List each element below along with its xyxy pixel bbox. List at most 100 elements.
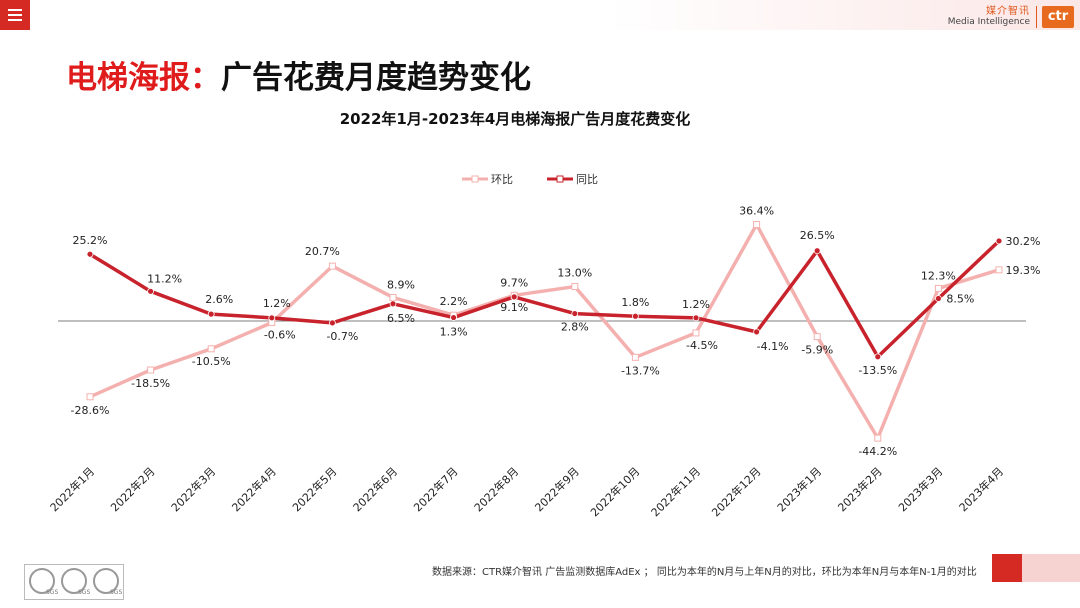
point-mom-14	[934, 284, 942, 292]
data-source-note: 数据来源：CTR媒介智讯 广告监测数据库AdEx ； 同比为本年的N月与上年N月…	[432, 567, 977, 578]
x-tick-label-6: 2022年7月	[411, 464, 461, 514]
point-mom-10	[692, 329, 700, 337]
point-yoy-1	[147, 287, 155, 295]
data-label-yoy-14: 8.5%	[946, 292, 974, 305]
point-yoy-15	[995, 237, 1003, 245]
x-tick-label-1: 2022年2月	[108, 464, 158, 514]
menu-button[interactable]	[0, 0, 30, 30]
legend-marker-0	[471, 175, 479, 183]
x-tick-label-14: 2023年3月	[895, 464, 945, 514]
series-line-0	[89, 222, 1000, 440]
point-mom-15	[995, 266, 1003, 274]
sgs-badge-icon	[29, 568, 55, 594]
ctr-logo: ctr	[1042, 6, 1074, 28]
page-title: 电梯海报：广告花费月度趋势变化	[66, 52, 531, 97]
data-label-yoy-9: 1.8%	[621, 296, 649, 309]
x-tick-label-15: 2023年4月	[956, 464, 1006, 514]
legend-label-0: 环比	[491, 173, 513, 186]
point-yoy-2	[207, 310, 215, 318]
point-yoy-5	[389, 300, 397, 308]
data-label-mom-3: -0.6%	[264, 329, 296, 342]
hamburger-bar	[8, 19, 22, 21]
data-label-mom-5: 8.9%	[387, 278, 415, 291]
data-label-mom-15: 19.3%	[1006, 264, 1041, 277]
badge-text: SGS	[46, 589, 59, 596]
point-yoy-13	[874, 353, 882, 361]
point-yoy-0	[86, 250, 94, 258]
data-label-yoy-13: -13.5%	[858, 364, 897, 377]
legend-marker-1	[556, 175, 564, 183]
chart-title: 2022年1月-2023年4月电梯海报广告月度花费变化	[339, 110, 691, 128]
data-label-mom-11: 36.4%	[739, 205, 774, 218]
point-mom-11	[753, 221, 761, 229]
point-yoy-12	[813, 247, 821, 255]
x-tick-label-2: 2022年3月	[168, 464, 218, 514]
data-label-mom-0: -28.6%	[71, 404, 110, 417]
point-mom-5	[389, 293, 397, 301]
x-tick-label-0: 2022年1月	[47, 464, 97, 514]
point-yoy-14	[935, 295, 942, 302]
brand-separator	[1036, 6, 1037, 28]
brand-text: 媒介智讯 Media Intelligence	[947, 6, 1030, 27]
point-yoy-6	[450, 314, 458, 321]
point-yoy-11	[753, 328, 760, 336]
data-label-mom-2: -10.5%	[192, 355, 231, 368]
x-tick-label-3: 2022年4月	[229, 464, 279, 514]
hamburger-menu-icon	[8, 9, 22, 11]
point-mom-13	[874, 434, 882, 442]
series-line-1	[89, 239, 1001, 359]
point-mom-2	[207, 345, 215, 353]
footer-pink-block	[1022, 554, 1080, 582]
x-tick-label-5: 2022年6月	[350, 464, 400, 514]
x-tick-label-7: 2022年8月	[471, 464, 521, 514]
data-label-yoy-11: -4.1%	[757, 340, 789, 353]
point-yoy-4	[328, 319, 336, 327]
data-label-yoy-12: 26.5%	[800, 229, 835, 242]
page-title-lead: 电梯海报：	[66, 60, 221, 96]
point-mom-0	[86, 393, 94, 401]
brand-en: Media Intelligence	[947, 16, 1030, 27]
legend-label-1: 同比	[576, 173, 598, 186]
data-label-yoy-0: 25.2%	[73, 234, 108, 247]
data-label-yoy-8: 2.8%	[561, 321, 589, 334]
sgs-badge-icon	[61, 568, 87, 594]
x-tick-label-10: 2022年11月	[648, 464, 703, 519]
x-tick-label-13: 2023年2月	[835, 464, 885, 514]
header-band	[30, 0, 1080, 30]
point-yoy-10	[692, 314, 700, 322]
data-label-yoy-5: 6.5%	[387, 312, 415, 325]
point-yoy-3	[268, 314, 276, 322]
brand-cn: 媒介智讯	[986, 6, 1030, 17]
data-label-mom-1: -18.5%	[131, 377, 170, 390]
data-label-yoy-15: 30.2%	[1006, 235, 1041, 248]
data-label-mom-10: -4.5%	[686, 339, 718, 352]
point-yoy-7	[510, 293, 518, 301]
point-mom-12	[813, 333, 821, 341]
data-label-yoy-6: 1.3%	[440, 326, 468, 339]
data-label-yoy-2: 2.6%	[205, 293, 233, 306]
badge-text: SGS	[78, 589, 91, 596]
page-title-rest: 广告花费月度趋势变化	[221, 60, 531, 96]
x-tick-label-12: 2023年1月	[774, 464, 824, 514]
certification-badges: SGS SGS SGS	[24, 564, 124, 600]
data-label-yoy-4: -0.7%	[326, 330, 358, 343]
data-label-mom-6: 2.2%	[440, 295, 468, 308]
x-tick-label-4: 2022年5月	[289, 464, 339, 514]
data-label-mom-13: -44.2%	[858, 445, 897, 458]
point-mom-9	[631, 353, 639, 361]
data-label-yoy-1: 11.2%	[147, 272, 182, 285]
footer-accent-block	[992, 554, 1022, 582]
point-mom-8	[571, 283, 579, 291]
x-tick-label-11: 2022年12月	[709, 464, 764, 519]
point-mom-4	[328, 262, 336, 270]
data-label-mom-14: 12.3%	[921, 269, 956, 282]
data-label-mom-12: -5.9%	[801, 344, 833, 357]
point-yoy-8	[571, 310, 579, 317]
data-label-mom-9: -13.7%	[621, 364, 660, 377]
data-label-yoy-3: 1.2%	[263, 297, 291, 310]
hamburger-bar	[8, 14, 22, 16]
data-label-mom-4: 20.7%	[305, 245, 340, 258]
badge-text: SGS	[110, 589, 123, 596]
sgs-badge-icon	[93, 568, 119, 594]
